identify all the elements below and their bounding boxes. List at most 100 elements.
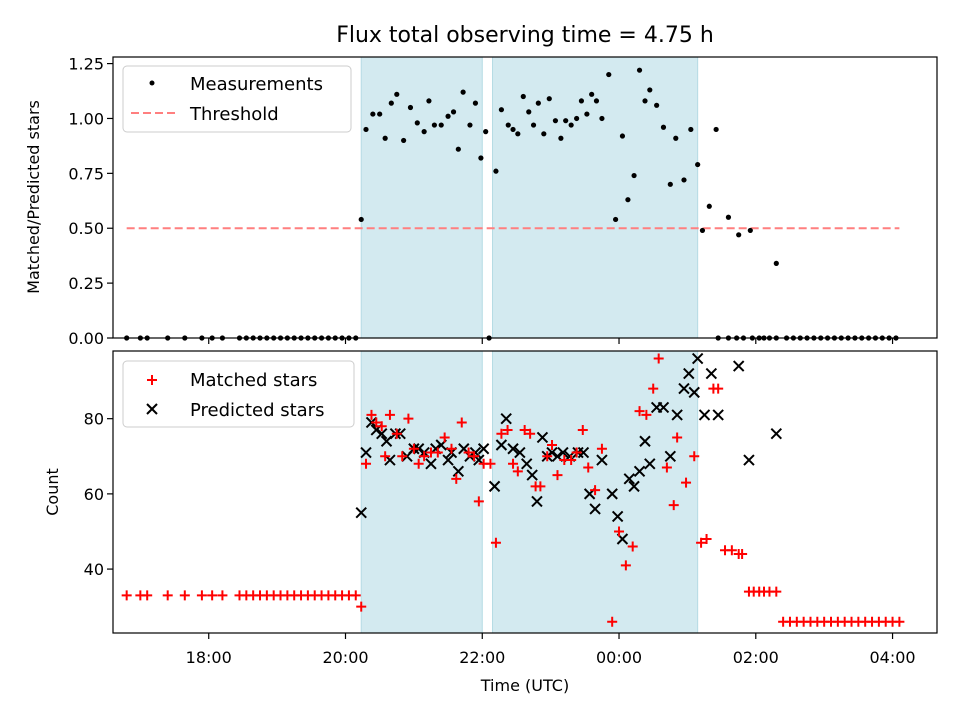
matched-star-point — [535, 481, 546, 492]
measurement-point — [578, 98, 585, 104]
measurement-point — [535, 100, 541, 106]
matched-star-point — [456, 417, 467, 428]
measurement-point — [520, 93, 526, 100]
predicted-star-point — [628, 480, 640, 493]
predicted-star-point — [644, 458, 656, 470]
predicted-star-point — [698, 409, 711, 421]
measurement-point — [431, 122, 437, 128]
measurement-point — [421, 129, 427, 135]
predicted-star-point — [521, 458, 533, 470]
matched-star-point — [350, 590, 361, 601]
bottom-y-tick-label: 40 — [84, 560, 104, 579]
predicted-star-point — [577, 446, 590, 459]
measurement-point — [593, 98, 600, 104]
measurement-point — [358, 216, 364, 223]
measurement-point — [541, 131, 547, 137]
measurement-point — [713, 126, 719, 133]
measurement-point — [725, 214, 732, 220]
predicted-star-point — [770, 428, 783, 440]
measurement-point — [510, 126, 516, 133]
predicted-star-point — [531, 495, 543, 508]
measurement-point — [505, 122, 511, 128]
matched-star-point — [542, 451, 553, 462]
predicted-star-point — [360, 446, 372, 459]
measurement-point — [736, 232, 742, 238]
matched-star-point — [547, 440, 558, 450]
predicted-star-point — [664, 450, 677, 462]
matched-star-point — [384, 409, 395, 420]
predicted-star-point — [376, 428, 388, 440]
matched-star-point — [525, 428, 536, 439]
predicted-star-point — [633, 465, 646, 478]
matched-star-point — [726, 545, 737, 556]
bottom-legend: Matched stars Predicted stars — [122, 360, 355, 428]
matched-star-point — [607, 616, 618, 627]
predicted-star-point — [688, 386, 700, 399]
predicted-star-point — [425, 458, 437, 470]
matched-star-point — [439, 432, 450, 443]
top-y-tick-label: 0.50 — [68, 219, 104, 238]
measurement-point — [370, 111, 376, 117]
predicted-star-point — [671, 409, 683, 421]
measurement-point — [467, 122, 473, 128]
matched-star-point — [614, 526, 625, 537]
matched-star-point — [196, 590, 207, 601]
top-legend: Measurements Threshold — [122, 65, 352, 133]
matched-star-point — [419, 451, 430, 462]
predicted-star-point — [526, 469, 538, 481]
legend-predicted-marker — [146, 403, 158, 415]
measurement-point — [455, 146, 461, 152]
matched-star-point — [737, 549, 748, 560]
measurement-point — [642, 98, 648, 104]
matched-star-point — [179, 590, 190, 601]
predicted-star-point — [596, 454, 608, 466]
measurement-point — [660, 124, 667, 130]
matched-star-point — [162, 590, 173, 601]
measurement-point — [478, 155, 484, 161]
measurement-point — [530, 122, 537, 128]
predicted-star-point — [557, 446, 569, 459]
measurement-point — [552, 118, 559, 124]
matched-star-point — [376, 421, 387, 432]
x-tick-label: 18:00 — [186, 648, 232, 667]
measurement-point — [558, 135, 564, 141]
matched-star-point — [473, 496, 484, 507]
legend-measurements-label: Measurements — [190, 74, 323, 95]
top-y-tick-label: 0.00 — [68, 329, 104, 348]
predicted-star-point — [514, 446, 526, 459]
matched-star-point — [512, 466, 523, 477]
matched-star-point — [142, 590, 153, 601]
top-y-tick-label: 0.25 — [68, 274, 104, 293]
predicted-star-point — [452, 465, 465, 478]
matched-star-point — [502, 424, 513, 435]
legend-predicted-label: Predicted stars — [190, 400, 324, 421]
predicted-star-point — [589, 503, 601, 515]
x-axis-label: Time (UTC) — [480, 676, 569, 695]
measurement-point — [483, 129, 489, 135]
matched-star-point — [446, 443, 457, 454]
measurement-point — [414, 120, 420, 126]
measurement-point — [377, 111, 383, 117]
matched-star-point — [566, 455, 577, 466]
matched-star-point — [391, 428, 402, 439]
measurement-point — [647, 87, 653, 93]
measurement-point — [584, 111, 590, 117]
predicted-star-point — [732, 360, 745, 372]
top-y-tick-label: 0.75 — [68, 164, 104, 183]
bottom-axis-frame — [112, 350, 938, 634]
predicted-star-point — [678, 382, 690, 395]
matched-star-point — [413, 458, 424, 469]
measurement-point — [699, 227, 706, 234]
matched-star-point — [590, 485, 601, 496]
measurement-point — [388, 100, 394, 106]
matched-star-point — [571, 447, 582, 458]
matched-star-point — [672, 432, 683, 443]
bottom-y-axis-label: Count — [43, 468, 62, 516]
measurement-point — [363, 126, 369, 133]
matched-star-point — [771, 586, 782, 597]
matched-star-point — [653, 353, 664, 364]
matched-star-point — [596, 443, 607, 454]
matched-star-point — [519, 424, 530, 435]
matched-star-point — [451, 473, 462, 484]
